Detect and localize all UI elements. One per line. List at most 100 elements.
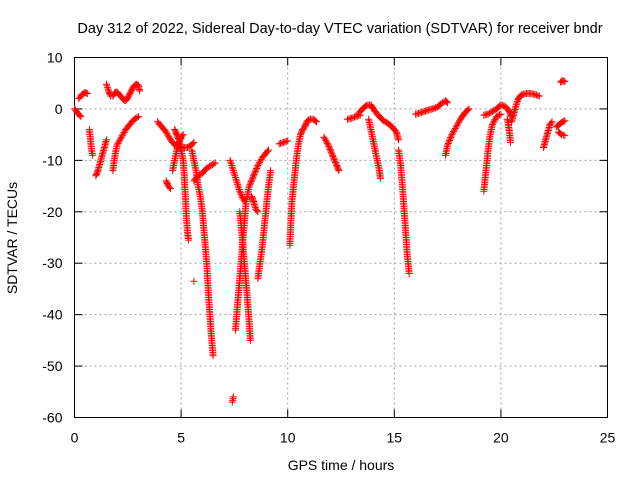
data-point [190, 277, 198, 285]
data-point [210, 160, 218, 168]
data-point [277, 139, 285, 147]
data-point [102, 80, 110, 88]
y-tick-label: -20 [42, 204, 62, 220]
y-axis-label: SDTVAR / TECUs [4, 182, 20, 294]
data-point [228, 163, 236, 171]
data-point [349, 114, 357, 122]
data-point [253, 164, 261, 172]
data-point [104, 85, 112, 93]
data-point [248, 176, 256, 184]
data-point [256, 158, 264, 166]
data-point [246, 181, 254, 189]
data-point [115, 138, 123, 146]
data-point [211, 159, 219, 167]
data-point [561, 132, 569, 140]
data-point [443, 98, 451, 106]
series-arc14 [190, 277, 198, 285]
data-point [454, 120, 462, 128]
data-point [250, 172, 258, 180]
data-point [558, 131, 566, 139]
series-arc2 [75, 88, 91, 103]
data-point [351, 113, 359, 121]
data-point [237, 190, 245, 198]
data-point [114, 139, 122, 147]
data-point [395, 136, 403, 144]
data-point [332, 159, 340, 167]
data-point [446, 135, 454, 143]
data-point [311, 117, 319, 125]
data-point [417, 109, 425, 117]
data-point [430, 104, 438, 112]
data-point [253, 163, 261, 171]
series-arc15 [226, 156, 249, 205]
data-point [133, 114, 141, 121]
data-point [251, 167, 259, 175]
data-point [185, 236, 193, 244]
series-arc3 [85, 126, 97, 159]
data-point [174, 135, 182, 142]
data-point [113, 141, 121, 149]
data-point [487, 108, 495, 116]
series-arc4 [92, 136, 110, 180]
series-arc34 [540, 118, 556, 151]
data-point [227, 160, 235, 168]
data-point [265, 146, 273, 154]
data-point [561, 117, 569, 125]
series-arc32 [503, 115, 514, 146]
data-point [320, 133, 328, 141]
data-point [76, 111, 84, 119]
data-point [132, 114, 140, 122]
data-point [256, 157, 264, 165]
data-point [229, 165, 237, 173]
data-point [405, 270, 413, 277]
data-point [429, 105, 437, 113]
data-point [325, 144, 333, 152]
data-point [324, 141, 332, 149]
series-arc13 [190, 159, 219, 185]
data-point [495, 111, 503, 119]
data-point [234, 182, 242, 190]
data-point [532, 91, 540, 99]
data-point [422, 107, 430, 115]
data-point [179, 131, 187, 139]
data-point [535, 92, 543, 100]
data-point [329, 153, 337, 161]
data-point [230, 168, 238, 176]
data-point [83, 90, 91, 97]
data-point [185, 143, 193, 151]
data-point [325, 142, 333, 150]
data-point [235, 186, 243, 193]
data-point [165, 133, 173, 141]
data-point [560, 117, 568, 125]
data-point [284, 137, 292, 145]
series-arc12 [188, 146, 217, 360]
data-point [491, 116, 499, 124]
data-point [166, 185, 174, 193]
data-point [484, 110, 492, 118]
data-point [246, 336, 254, 344]
data-point [245, 182, 253, 190]
data-point [116, 136, 124, 144]
data-point [232, 175, 240, 183]
data-point [82, 89, 90, 97]
data-point [103, 82, 111, 90]
series-arc37 [557, 77, 569, 86]
data-point [445, 137, 453, 145]
data-point [248, 175, 256, 183]
data-point [328, 151, 336, 159]
series-arc30 [480, 110, 505, 195]
x-tick-label: 25 [600, 430, 616, 446]
data-point [254, 208, 262, 216]
data-point [328, 150, 336, 158]
data-point [120, 129, 128, 137]
data-point [512, 102, 520, 110]
data-point [209, 352, 217, 360]
x-axis-ticks: 0 5 10 15 20 25 [71, 57, 616, 446]
data-point [326, 145, 334, 153]
data-point [117, 135, 125, 143]
data-point [164, 131, 172, 139]
y-tick-label: -30 [42, 255, 62, 271]
data-point [423, 106, 431, 114]
data-point [444, 139, 452, 147]
